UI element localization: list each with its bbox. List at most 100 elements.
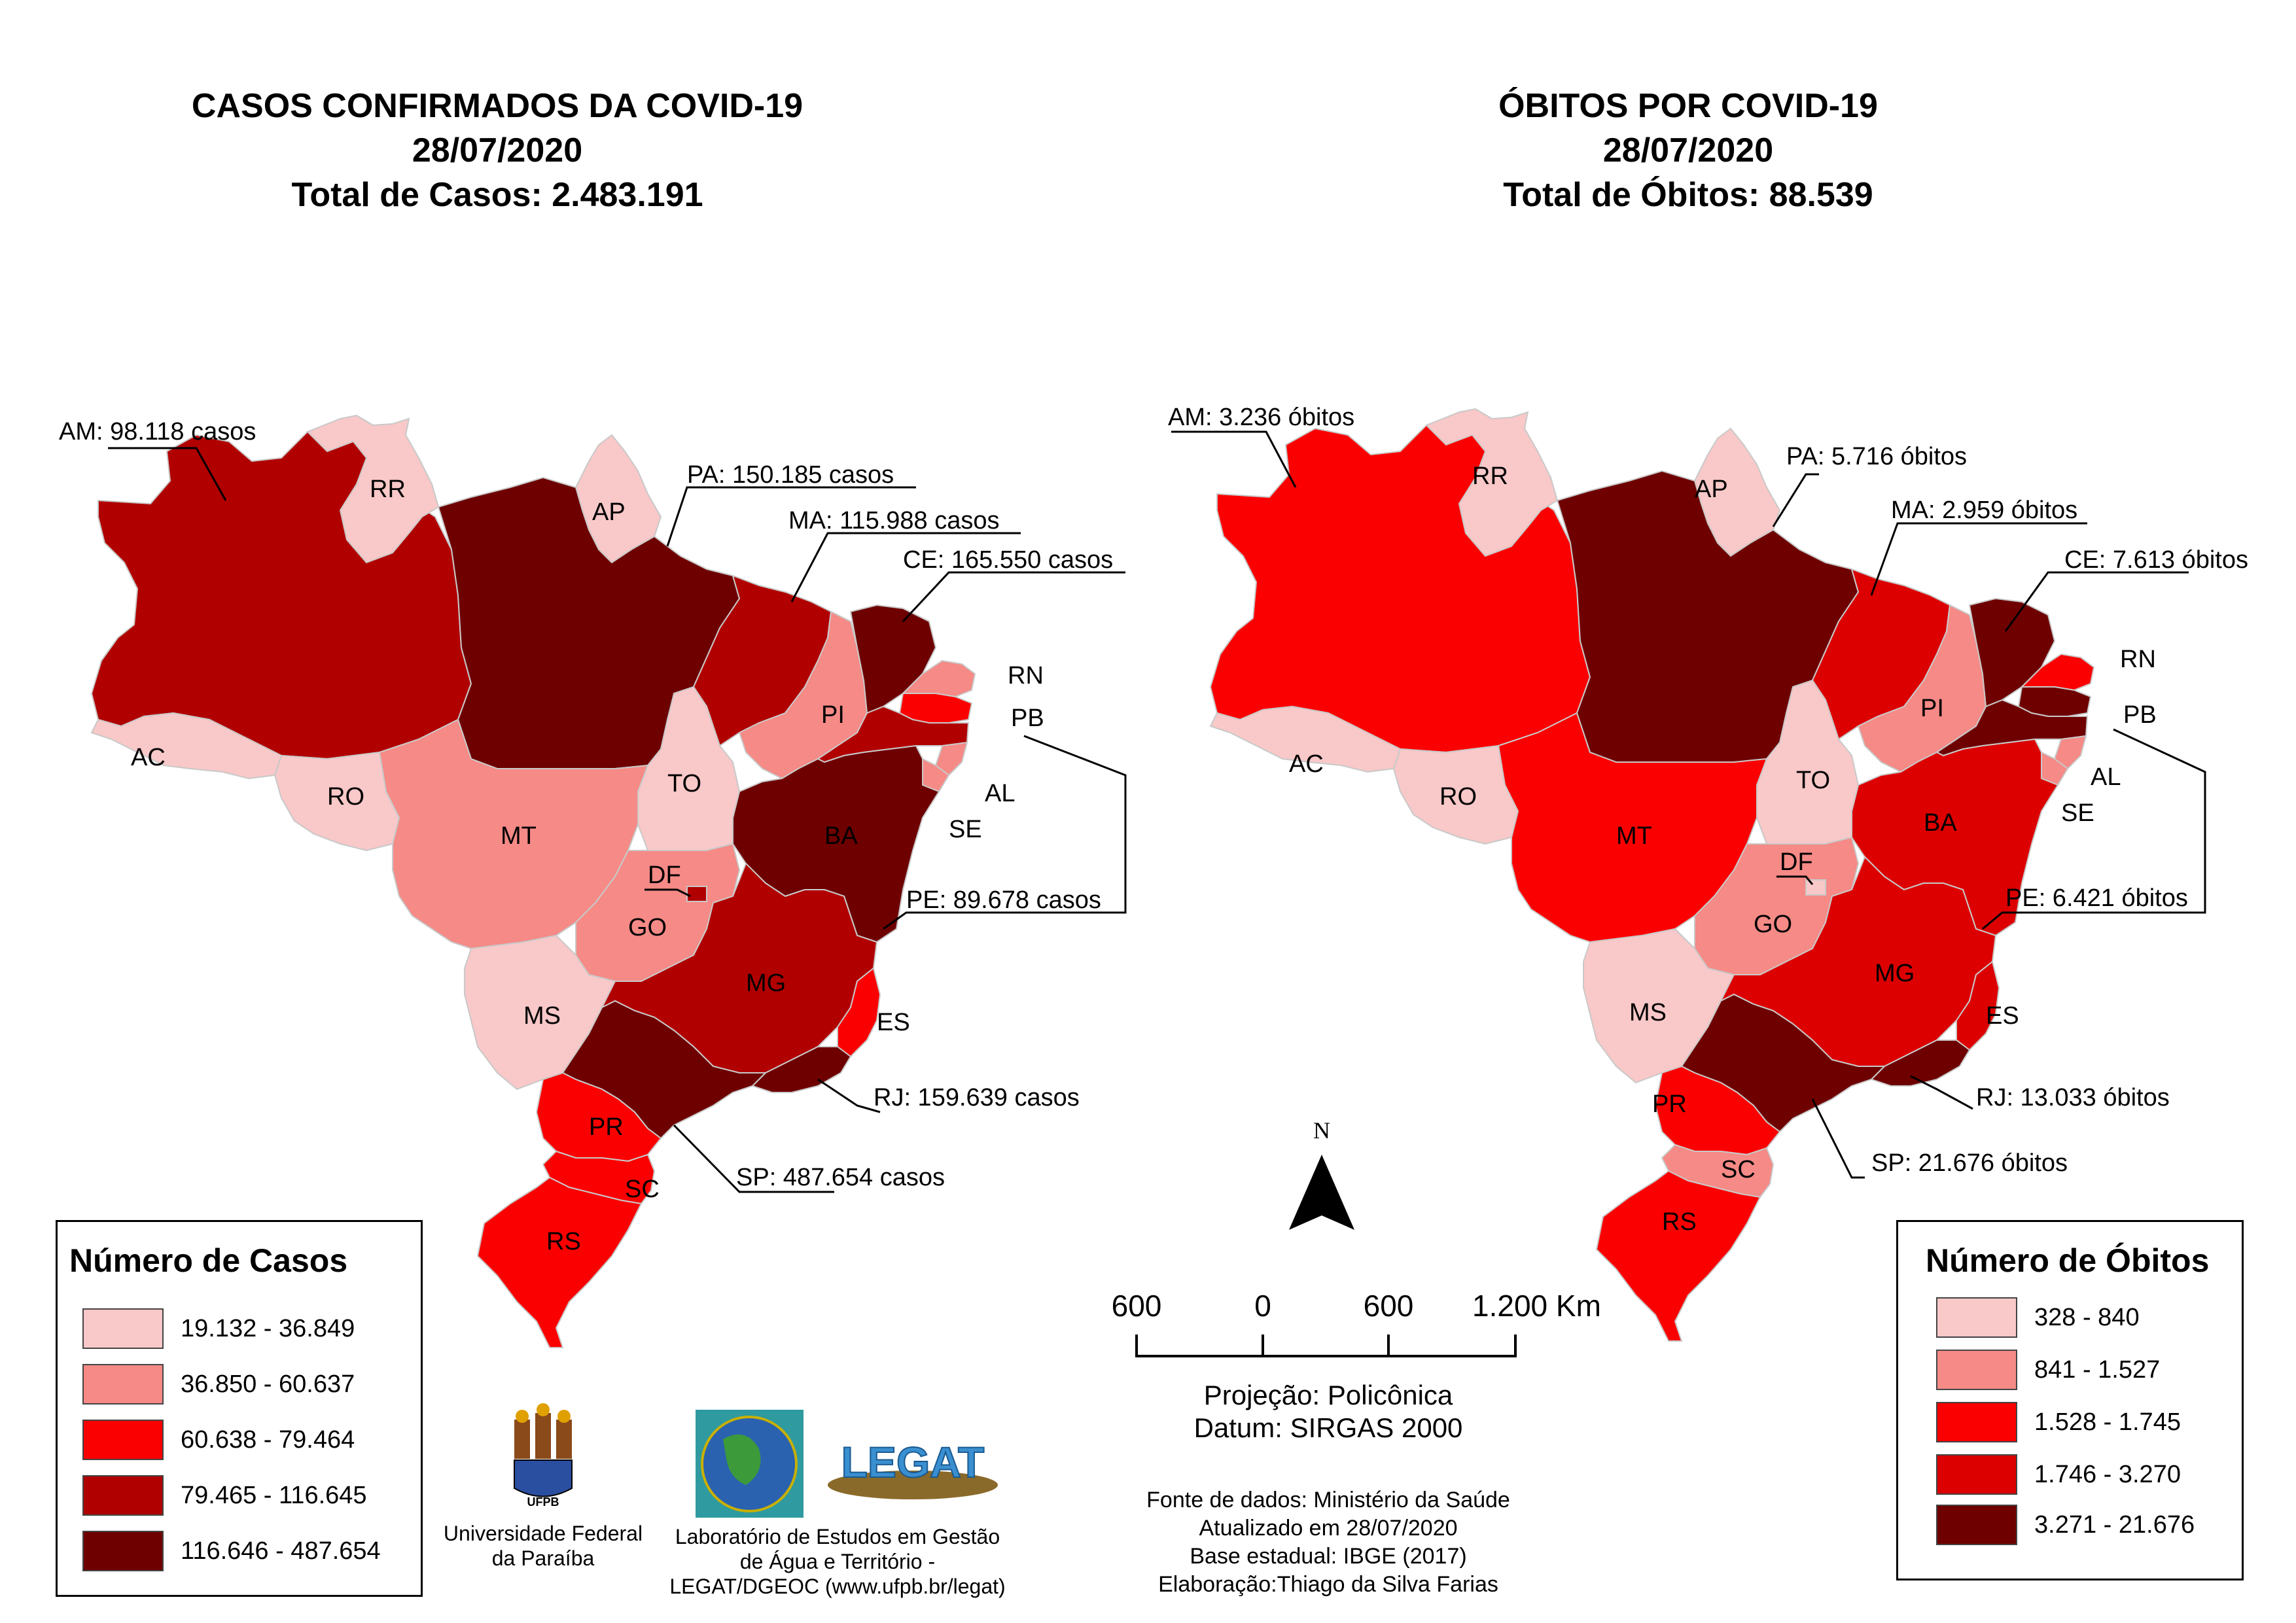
- cases-legend-item: 36.850 - 60.637: [82, 1363, 355, 1406]
- legend-swatch: [82, 1308, 164, 1349]
- label-PB: PB: [2123, 701, 2157, 729]
- callout-line-AM-deaths: [1171, 430, 1297, 488]
- state-DF: [1805, 879, 1826, 896]
- deaths-legend-item: 1.528 - 1.745: [1936, 1401, 2181, 1444]
- cases-legend-item: 116.646 - 487.654: [82, 1529, 381, 1573]
- north-arrow-label: N: [1313, 1117, 1330, 1143]
- legend-label: 328 - 840: [2034, 1303, 2140, 1331]
- cases-legend-title: Número de Casos: [69, 1242, 348, 1279]
- callout-line-CE-deaths: [2004, 571, 2189, 632]
- legend-swatch: [1936, 1505, 2017, 1545]
- cases-map: RR AP AC RO MT MS TO PI GO DF BA MG ES P…: [59, 414, 1127, 1348]
- label-AP: AP: [1695, 476, 1728, 503]
- callout-line-CE: [902, 571, 1125, 623]
- callout-line-RJ: [817, 1078, 881, 1113]
- state-AL: [934, 741, 968, 777]
- author-line: Elaboração:Thiago da Silva Farias: [1158, 1572, 1498, 1597]
- legend-label: 841 - 1.527: [2034, 1355, 2161, 1384]
- ufpb-caption-line1: Universidade Federal: [443, 1522, 643, 1545]
- label-MG: MG: [746, 969, 786, 997]
- state-PE: [817, 705, 970, 763]
- legend-swatch: [1936, 1350, 2017, 1390]
- legend-swatch: [1936, 1402, 2017, 1442]
- base-line: Base estadual: IBGE (2017): [1190, 1544, 1467, 1569]
- cases-legend: Número de Casos 19.132 - 36.849 36.850 -…: [56, 1220, 423, 1597]
- projection-info: Projeção: Policônica Datum: SIRGAS 2000: [1132, 1379, 1525, 1444]
- label-MT: MT: [1616, 822, 1652, 850]
- deaths-title-line1: ÓBITOS POR COVID-19: [1498, 87, 1878, 125]
- deaths-legend-title: Número de Óbitos: [1926, 1242, 2210, 1279]
- callout-PA: PA: 150.185 casos: [687, 461, 894, 489]
- label-AC: AC: [1289, 750, 1324, 778]
- legend-label: 116.646 - 487.654: [181, 1537, 381, 1565]
- callout-PA-deaths: PA: 5.716 óbitos: [1786, 443, 1967, 470]
- legend-label: 1.528 - 1.745: [2034, 1408, 2181, 1436]
- deaths-title-total: Total de Óbitos: 88.539: [1503, 176, 1873, 214]
- state-RR: [1425, 408, 1559, 557]
- datum-line: Datum: SIRGAS 2000: [1193, 1412, 1463, 1443]
- label-AC: AC: [131, 744, 166, 771]
- ufpb-mark: UFPB: [527, 1495, 559, 1509]
- state-AC: [1209, 705, 1402, 773]
- callout-AM: AM: 98.118 casos: [59, 418, 256, 445]
- callout-line-MA: [790, 532, 1021, 602]
- ufpb-caption-line2: da Paraíba: [491, 1546, 595, 1570]
- state-RR: [306, 414, 440, 564]
- callout-MA-deaths: MA: 2.959 óbitos: [1891, 497, 2077, 524]
- state-RJ: [751, 1046, 852, 1093]
- label-RO: RO: [327, 783, 364, 811]
- legat-logo: LEGAT: [828, 1437, 998, 1499]
- sources-info: Fonte de dados: Ministério da Saúde Atua…: [1106, 1486, 1551, 1599]
- label-MT: MT: [501, 822, 537, 850]
- state-RO: [274, 751, 400, 852]
- label-RS: RS: [1662, 1208, 1697, 1236]
- legend-swatch: [1936, 1454, 2017, 1495]
- callout-line-PE-deaths: [1982, 728, 2206, 930]
- scale-tick-600-left: 600: [1112, 1289, 1162, 1323]
- label-SC: SC: [1721, 1156, 1756, 1183]
- label-PI: PI: [821, 701, 845, 729]
- callout-PE: PE: 89.678 casos: [906, 886, 1101, 914]
- label-AL: AL: [2091, 763, 2121, 791]
- label-BA: BA: [1924, 809, 1957, 837]
- source-line: Fonte de dados: Ministério da Saúde: [1146, 1488, 1510, 1512]
- dgeoc-logo: [696, 1410, 804, 1518]
- state-RS: [476, 1176, 643, 1348]
- deaths-legend-item: 1.746 - 3.270: [1936, 1453, 2181, 1496]
- legend-label: 60.638 - 79.464: [181, 1425, 355, 1454]
- scale-tick-1200: 1.200 Km: [1472, 1289, 1601, 1323]
- deaths-legend-item: 841 - 1.527: [1936, 1348, 2160, 1391]
- deaths-legend: Número de Óbitos 328 - 840 841 - 1.527 1…: [1896, 1220, 2244, 1580]
- legat-caption-line3: LEGAT/DGEOC (www.ufpb.br/legat): [669, 1575, 1006, 1598]
- label-PR: PR: [589, 1113, 624, 1141]
- callout-line-RJ-deaths: [1910, 1075, 1973, 1110]
- state-PR: [1654, 1065, 1781, 1156]
- label-RN: RN: [1008, 662, 1044, 689]
- ufpb-caption: Universidade Federal da Paraíba: [412, 1521, 674, 1571]
- label-GO: GO: [628, 914, 667, 941]
- label-PR: PR: [1652, 1091, 1687, 1118]
- legend-swatch: [1936, 1297, 2017, 1338]
- state-ES: [837, 967, 881, 1058]
- callout-line-SP: [673, 1124, 834, 1193]
- df-leader-line: [1776, 875, 1814, 885]
- state-RJ: [1870, 1039, 1971, 1087]
- state-PR: [535, 1072, 662, 1162]
- updated-line: Atualizado em 28/07/2020: [1199, 1516, 1458, 1541]
- label-PB: PB: [1011, 705, 1044, 732]
- state-AC: [90, 712, 283, 780]
- deaths-legend-item: 3.271 - 21.676: [1936, 1503, 2195, 1546]
- label-TO: TO: [667, 770, 701, 797]
- scale-tick-0: 0: [1254, 1289, 1271, 1323]
- label-PI: PI: [1920, 695, 1944, 722]
- callout-line-PE: [883, 735, 1127, 930]
- label-TO: TO: [1796, 767, 1830, 794]
- deaths-map: RR AP AC RO MT MS TO PI GO DF BA MG ES P…: [1209, 408, 2157, 1342]
- label-MS: MS: [1629, 999, 1667, 1026]
- cases-legend-item: 79.465 - 116.645: [82, 1474, 367, 1517]
- callout-line-PA-deaths: [1772, 473, 1819, 527]
- legat-caption-line2: de Água e Território -: [739, 1550, 936, 1573]
- label-DF: DF: [648, 862, 681, 889]
- label-MS: MS: [523, 1002, 561, 1030]
